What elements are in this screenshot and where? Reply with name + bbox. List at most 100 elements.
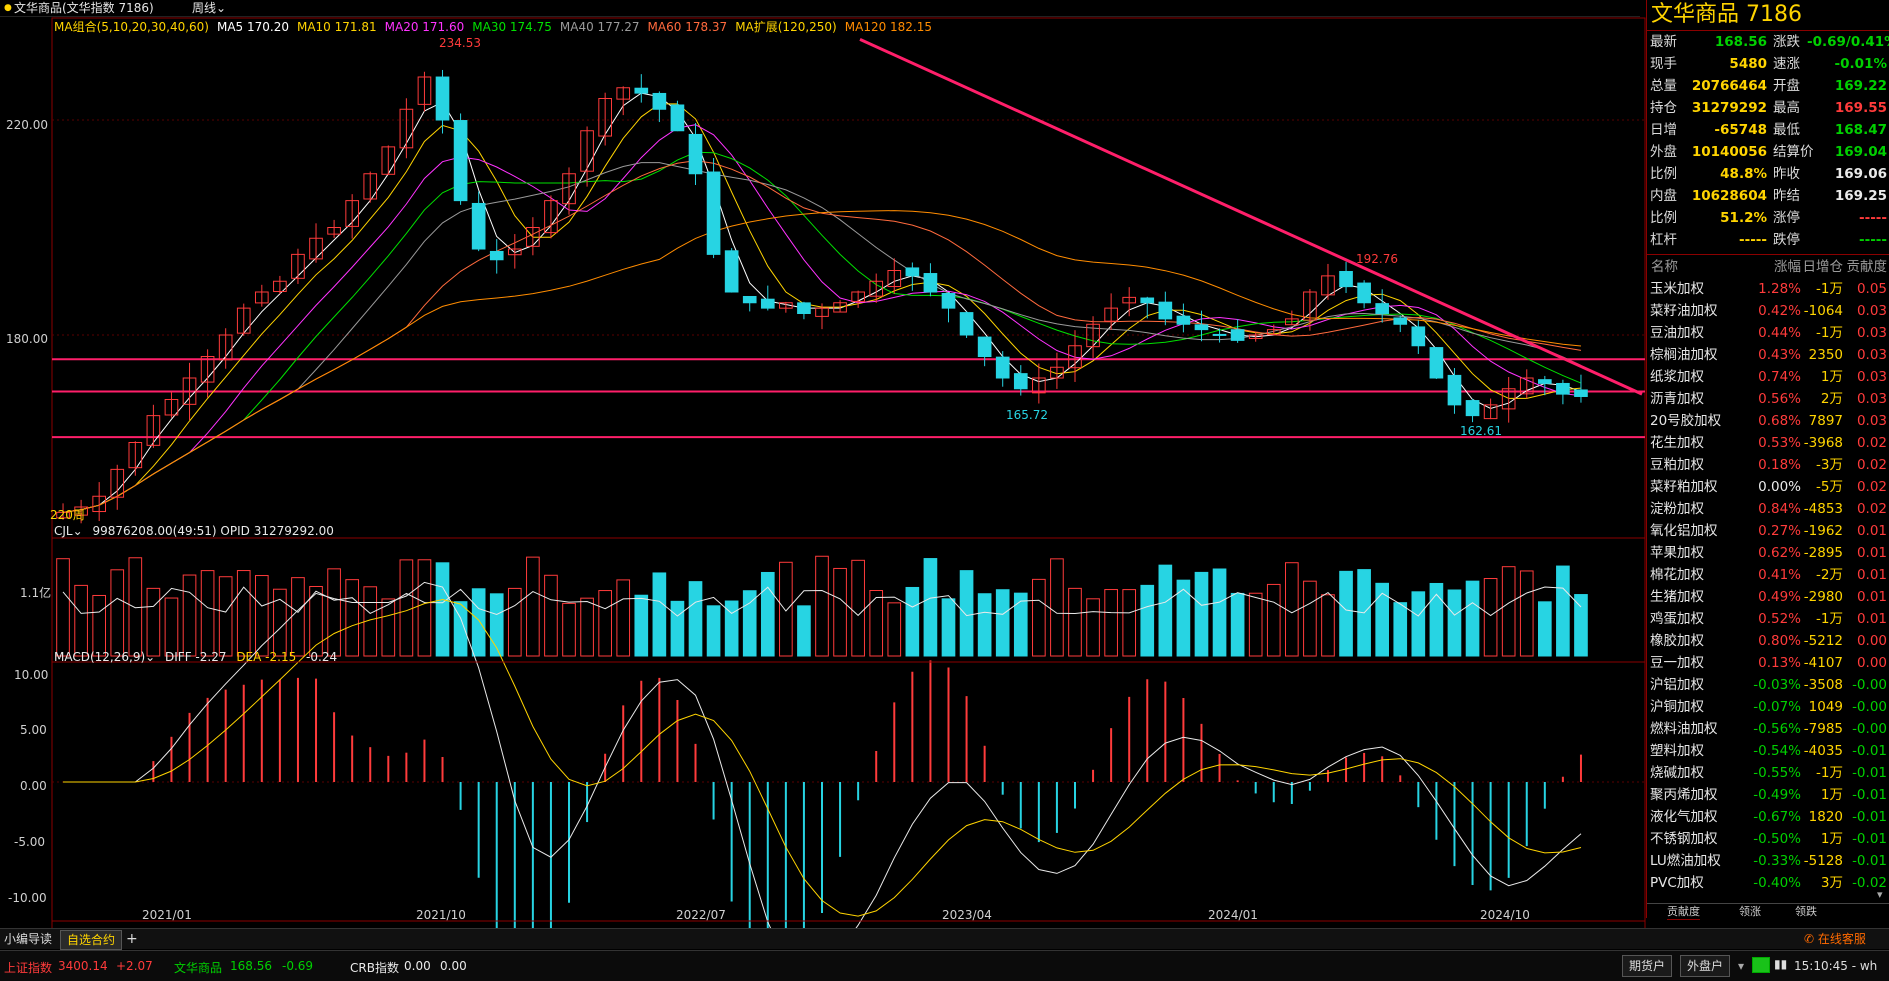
contrib-row[interactable]: 沪铝加权 -0.03% -3508 -0.00 — [1647, 674, 1889, 696]
ma-legend: MA组合(5,10,20,30,40,60) MA5 170.20 MA10 171… — [54, 18, 940, 34]
quote-value: -65748 — [1714, 122, 1767, 138]
candle-body — [977, 336, 992, 357]
candle-body — [1266, 329, 1281, 336]
contrib-row[interactable]: 氧化铝加权 0.27% -1962 0.01 — [1647, 520, 1889, 542]
candle-body — [760, 298, 775, 309]
contrib-row[interactable]: 不锈钢加权 -0.50% 1万 -0.01 — [1647, 828, 1889, 850]
contrib-row[interactable]: 沪铜加权 -0.07% 1049 -0.00 — [1647, 696, 1889, 718]
volume-bar — [489, 593, 504, 657]
candle-body — [110, 468, 125, 498]
contrib-row[interactable]: 燃料油加权 -0.56% -7985 -0.00 — [1647, 718, 1889, 740]
contrib-row[interactable]: 棉花加权 0.41% -2万 0.01 — [1647, 564, 1889, 586]
contrib-row[interactable]: PVC加权 -0.40% 3万 -0.02 — [1647, 872, 1889, 894]
ma-line — [62, 124, 1582, 513]
candle-body — [345, 200, 359, 227]
contrib-pct: -0.03% — [1753, 677, 1801, 693]
contrib-row[interactable]: 液化气加权 -0.67% 1820 -0.01 — [1647, 806, 1889, 828]
contrib-oi: -1万 — [1816, 611, 1843, 627]
contrib-row[interactable]: 玉米加权 1.28% -1万 0.05 — [1647, 278, 1889, 300]
contrib-pct: 0.52% — [1758, 611, 1801, 627]
tab-contrib[interactable]: 贡献度 — [1667, 905, 1700, 920]
status-bar: 上证指数 3400.14 +2.07 文华商品 168.56 -0.69 CRB… — [0, 950, 1889, 981]
contrib-oi: -2万 — [1816, 567, 1843, 583]
contrib-pct: -0.07% — [1753, 699, 1801, 715]
contrib-name: 沪铜加权 — [1650, 699, 1704, 715]
candle-body — [616, 87, 631, 100]
contrib-value: 0.02 — [1856, 457, 1887, 473]
contrib-row[interactable]: LU燃油加权 -0.33% -5128 -0.01 — [1647, 850, 1889, 872]
contrib-pct: 0.53% — [1758, 435, 1801, 451]
contrib-name: 玉米加权 — [1650, 281, 1704, 297]
contrib-row[interactable]: 沥青加权 0.56% 2万 0.03 — [1647, 388, 1889, 410]
contrib-pct: 0.68% — [1758, 413, 1801, 429]
quote-label: 涨停 — [1773, 210, 1800, 226]
period-selector[interactable]: 周线⌄ — [192, 1, 227, 15]
volume-bar — [562, 602, 576, 657]
expand-icon[interactable]: ▾ — [1738, 959, 1745, 973]
volume-bar — [291, 577, 305, 657]
candle-body — [164, 399, 179, 416]
contrib-row[interactable]: 豆粕加权 0.18% -3万 0.02 — [1647, 454, 1889, 476]
volume-bar — [345, 579, 359, 657]
contrib-row[interactable]: 塑料加权 -0.54% -4035 -0.01 — [1647, 740, 1889, 762]
chart-canvas[interactable] — [0, 16, 1646, 934]
macd-dea-line — [63, 598, 1582, 917]
tab-leaders-up[interactable]: 领涨 — [1739, 905, 1761, 918]
contrib-row[interactable]: 纸浆加权 0.74% 1万 0.03 — [1647, 366, 1889, 388]
contrib-row[interactable]: 淀粉加权 0.84% -4853 0.02 — [1647, 498, 1889, 520]
contrib-row[interactable]: 棕榈油加权 0.43% 2350 0.03 — [1647, 344, 1889, 366]
contrib-oi: 1万 — [1820, 787, 1843, 803]
ma-line — [62, 160, 1582, 513]
volume-bar — [1266, 583, 1281, 657]
volume-bar — [1086, 598, 1100, 657]
contrib-row[interactable]: 橡胶加权 0.80% -5212 0.00 — [1647, 630, 1889, 652]
quote-label: 现手 — [1650, 56, 1677, 72]
macd-header: MACD(12,26,9)⌄ DIFF -2.27 DEA -2.15 -0.2… — [54, 650, 338, 664]
online-service-link[interactable]: ✆ 在线客服 — [1804, 932, 1866, 946]
scroll-down-icon[interactable]: ▾ — [1877, 888, 1883, 901]
contrib-row[interactable]: 20号胶加权 0.68% 7897 0.03 — [1647, 410, 1889, 432]
quote-label: 内盘 — [1650, 188, 1677, 204]
contrib-pct: 0.18% — [1758, 457, 1801, 473]
contrib-oi: -5128 — [1803, 853, 1843, 869]
contrib-list[interactable]: 玉米加权 1.28% -1万 0.05 菜籽油加权 0.42% -1064 0.03 豆油加权 0… — [1647, 278, 1889, 898]
volume-bar — [833, 567, 847, 657]
high-annotation: 234.53 — [439, 36, 481, 50]
chart-pane[interactable]: MA组合(5,10,20,30,40,60) MA5 170.20 MA10 171… — [0, 16, 1646, 934]
volume-bar — [887, 602, 902, 657]
quote-label: 开盘 — [1773, 78, 1800, 94]
candle-body — [1519, 377, 1534, 395]
contrib-row[interactable]: 聚丙烯加权 -0.49% 1万 -0.01 — [1647, 784, 1889, 806]
contrib-row[interactable]: 鸡蛋加权 0.52% -1万 0.01 — [1647, 608, 1889, 630]
quote-table: 最新 168.56 涨跌 -0.69/0.41% 现手 5480 速涨 -0.01% 总量 207… — [1647, 31, 1889, 251]
contrib-row[interactable]: 苹果加权 0.62% -2895 0.01 — [1647, 542, 1889, 564]
quote-value: 169.22 — [1834, 78, 1887, 94]
volume-bar — [1230, 592, 1245, 657]
volume-bar — [634, 594, 649, 657]
add-tab-button[interactable]: + — [126, 931, 138, 947]
contrib-row[interactable]: 烧碱加权 -0.55% -1万 -0.01 — [1647, 762, 1889, 784]
tab-editor-guide[interactable]: 小编导读 — [4, 932, 53, 946]
foreign-account-button[interactable]: 外盘户 — [1680, 955, 1731, 977]
contrib-row[interactable]: 花生加权 0.53% -3968 0.02 — [1647, 432, 1889, 454]
contrib-row[interactable]: 豆油加权 0.44% -1万 0.03 — [1647, 322, 1889, 344]
contrib-row[interactable]: 菜籽油加权 0.42% -1064 0.03 — [1647, 300, 1889, 322]
futures-account-button[interactable]: 期货户 — [1622, 955, 1673, 977]
contrib-value: -0.02 — [1852, 875, 1887, 891]
contrib-row[interactable]: 豆一加权 0.13% -4107 0.00 — [1647, 652, 1889, 674]
contrib-row[interactable]: 菜籽粕加权 0.00% -5万 0.02 — [1647, 476, 1889, 498]
contrib-name: 氧化铝加权 — [1650, 523, 1718, 539]
tab-watchlist[interactable]: 自选合约 — [60, 930, 123, 950]
ma-legend-item: MA40 177.27 — [559, 20, 640, 34]
macd-axis-label: 0.00 — [20, 779, 47, 793]
quote-value: 169.04 — [1834, 144, 1887, 160]
quote-label: 昨收 — [1773, 166, 1800, 182]
contrib-pct: 0.44% — [1758, 325, 1801, 341]
contrib-row[interactable]: 生猪加权 0.49% -2980 0.01 — [1647, 586, 1889, 608]
contrib-value: 0.00 — [1856, 633, 1887, 649]
contrib-pct: 0.00% — [1758, 479, 1801, 495]
candle-body — [381, 146, 396, 175]
contrib-name: 棉花加权 — [1650, 567, 1704, 583]
quote-label: 日增 — [1650, 122, 1677, 138]
tab-leaders-down[interactable]: 领跌 — [1795, 905, 1817, 918]
